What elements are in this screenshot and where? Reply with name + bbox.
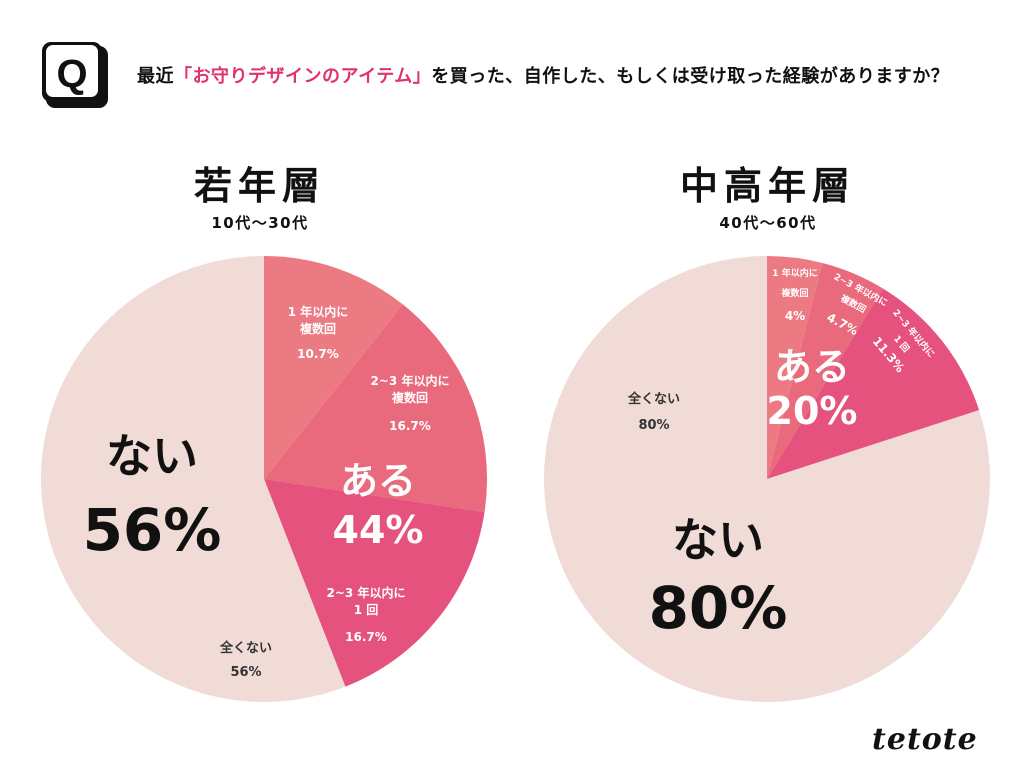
senior-slice-1-label-line2: 複数回 — [780, 287, 808, 299]
young-slice-3-label-line1: 2~3 年以内に — [327, 585, 406, 600]
young-yes-label: ある — [340, 459, 416, 503]
young-pie-slice-4 — [41, 255, 346, 702]
senior-slice-4-label: 全くない — [627, 391, 680, 407]
q-badge-letter: Q — [56, 52, 87, 96]
pie-young-labels: 1 年以内に 複数回 10.7% 2~3 年以内に 複数回 16.7% 2~3 … — [83, 304, 450, 680]
question-text-before: 最近 — [137, 66, 174, 87]
young-slice-2-value: 16.7% — [389, 419, 431, 433]
question-text: 最近「お守りデザインのアイテム」を買った、自作した、もしくは受け取った経験があり… — [137, 62, 1017, 88]
young-yes-value: 44% — [333, 508, 424, 552]
young-slice-1-label-line1: 1 年以内に — [288, 304, 349, 319]
young-slice-3-value: 16.7% — [345, 630, 387, 644]
young-no-label: ない — [106, 429, 198, 483]
young-pie-slice-3 — [264, 479, 485, 687]
senior-slice-4-value: 80% — [638, 418, 669, 433]
young-slice-2-label-line1: 2~3 年以内に — [371, 373, 450, 388]
pie-chart-senior — [544, 256, 991, 702]
young-slice-4-label: 全くない — [219, 640, 272, 656]
senior-pie-slice-3 — [767, 288, 980, 479]
senior-no-value: 80% — [649, 574, 788, 642]
young-slice-2-label-line2: 複数回 — [391, 390, 428, 405]
young-pie-slice-2 — [264, 304, 487, 513]
question-text-highlight: 「お守りデザインのアイテム」 — [174, 66, 432, 87]
young-slice-4-value: 56% — [230, 665, 261, 680]
senior-yes-label: ある — [774, 345, 850, 389]
tetote-logo: tetote — [872, 722, 978, 757]
senior-pie-slice-4 — [544, 256, 991, 702]
senior-yes-value: 20% — [767, 389, 858, 433]
chart-subtitle-senior: 40代〜60代 — [719, 214, 817, 232]
pie-senior-labels: 1 年以内に 複数回 4% 2~3 年以内に 複数回 4.7% 2~3 年以内に… — [627, 267, 937, 642]
chart-subtitle-young: 10代〜30代 — [211, 214, 309, 232]
young-no-value: 56% — [83, 496, 222, 564]
senior-slice-1-value: 4% — [785, 309, 805, 323]
senior-slice-1-label-line1: 1 年以内に — [772, 267, 817, 279]
young-slice-1-label-line2: 複数回 — [299, 321, 336, 336]
young-slice-1-value: 10.7% — [297, 347, 339, 361]
young-pie-slice-1 — [264, 256, 403, 479]
question-text-after: を買った、自作した、もしくは受け取った経験がありますか？ — [431, 66, 950, 87]
senior-no-label: ない — [672, 513, 764, 567]
senior-pie-slice-1 — [767, 256, 823, 479]
chart-title-young: 若年層 — [193, 164, 326, 208]
chart-title-senior: 中高年層 — [679, 164, 856, 208]
young-slice-3-label-line2: 1 回 — [354, 603, 379, 617]
pie-chart-young — [41, 255, 487, 702]
senior-pie-slice-2 — [767, 263, 883, 479]
q-badge-icon: Q — [42, 42, 108, 108]
